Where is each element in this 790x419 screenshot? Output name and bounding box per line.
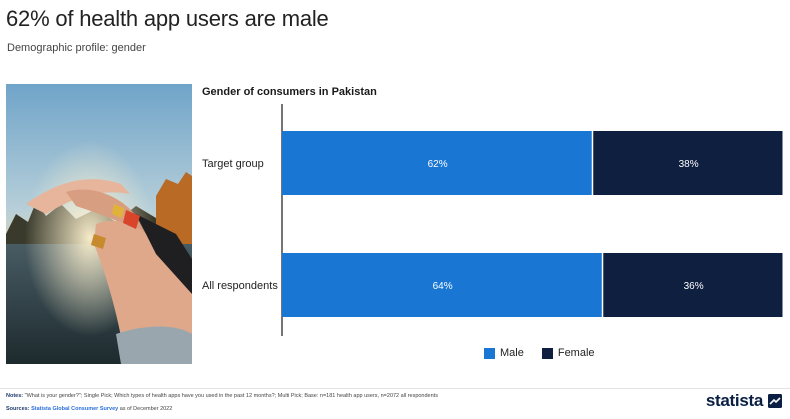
legend-swatch-male (484, 347, 495, 359)
brand-name: statista (705, 391, 763, 410)
hands-photo-image (6, 84, 192, 364)
legend-label-male: Male (500, 347, 524, 359)
data-label: 62% (428, 159, 448, 170)
statista-logo[interactable]: statista (706, 391, 782, 411)
page-title: 62% of health app users are male (6, 6, 329, 31)
data-label: 38% (679, 159, 699, 170)
chart-legend: Male Female (484, 347, 595, 359)
bar-segment-male[interactable] (282, 253, 602, 317)
footer-sources: Sources: Statista Global Consumer Survey… (6, 406, 172, 412)
statista-logo-icon (768, 394, 782, 408)
bar-segment-female[interactable] (593, 131, 783, 195)
hands-photo (6, 84, 192, 364)
bar-segment-female[interactable] (603, 253, 783, 317)
legend-swatch-female (541, 347, 553, 359)
chart-title: Gender of consumers in Pakistan (202, 86, 377, 98)
notes-text: "What is your gender?"; Single Pick; Whi… (24, 393, 438, 399)
legend-item-female: Female (541, 347, 595, 359)
page-subtitle: Demographic profile: gender (7, 42, 146, 54)
footer-divider (0, 388, 790, 389)
sources-label: Sources: (6, 406, 30, 412)
sources-text: as of December 2022 (118, 406, 173, 412)
sources-link[interactable]: Statista Global Consumer Survey (31, 406, 119, 412)
data-label: 64% (433, 281, 453, 292)
legend-label-female: Female (557, 347, 595, 359)
legend-item-male: Male (484, 347, 524, 359)
category-label: All respondents (202, 280, 278, 292)
footer-notes: Notes: "What is your gender?"; Single Pi… (6, 393, 438, 399)
notes-label: Notes: (6, 393, 24, 399)
data-label: 36% (684, 281, 704, 292)
stacked-bar-chart: Target group 62% 38% All respondents 64% 36% (202, 104, 783, 336)
category-label: Target group (202, 158, 264, 170)
bar-segment-male[interactable] (282, 131, 592, 195)
